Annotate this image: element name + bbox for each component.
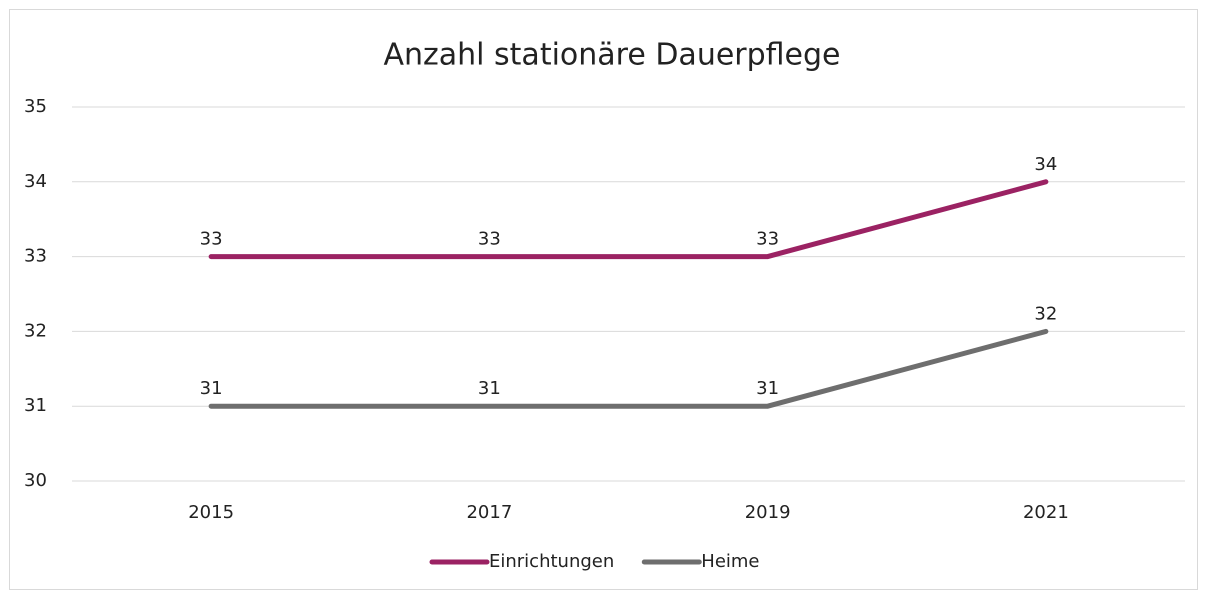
data-label: 32 xyxy=(1034,303,1057,324)
line-series xyxy=(208,179,1049,260)
x-tick-label: 2021 xyxy=(1023,502,1069,523)
legend-label: Einrichtungen xyxy=(489,551,614,572)
chart-frame xyxy=(9,9,1198,590)
x-tick-label: 2017 xyxy=(466,502,512,523)
chart-title: Anzahl stationäre Dauerpflege xyxy=(383,38,840,73)
x-tick-label: 2015 xyxy=(188,502,234,523)
y-tick-label: 31 xyxy=(24,395,47,416)
data-label: 34 xyxy=(1034,154,1057,175)
data-label: 33 xyxy=(200,229,223,250)
data-label: 31 xyxy=(756,378,779,399)
data-label: 33 xyxy=(756,229,779,250)
legend-label: Heime xyxy=(701,551,759,572)
y-tick-label: 32 xyxy=(24,320,47,341)
line-series xyxy=(208,328,1049,409)
data-label: 31 xyxy=(478,378,501,399)
x-tick-label: 2019 xyxy=(745,502,791,523)
y-tick-label: 34 xyxy=(24,171,47,192)
data-label: 33 xyxy=(478,229,501,250)
y-tick-label: 33 xyxy=(24,246,47,267)
y-tick-label: 30 xyxy=(24,470,47,491)
data-label: 31 xyxy=(200,378,223,399)
y-tick-label: 35 xyxy=(24,96,47,117)
